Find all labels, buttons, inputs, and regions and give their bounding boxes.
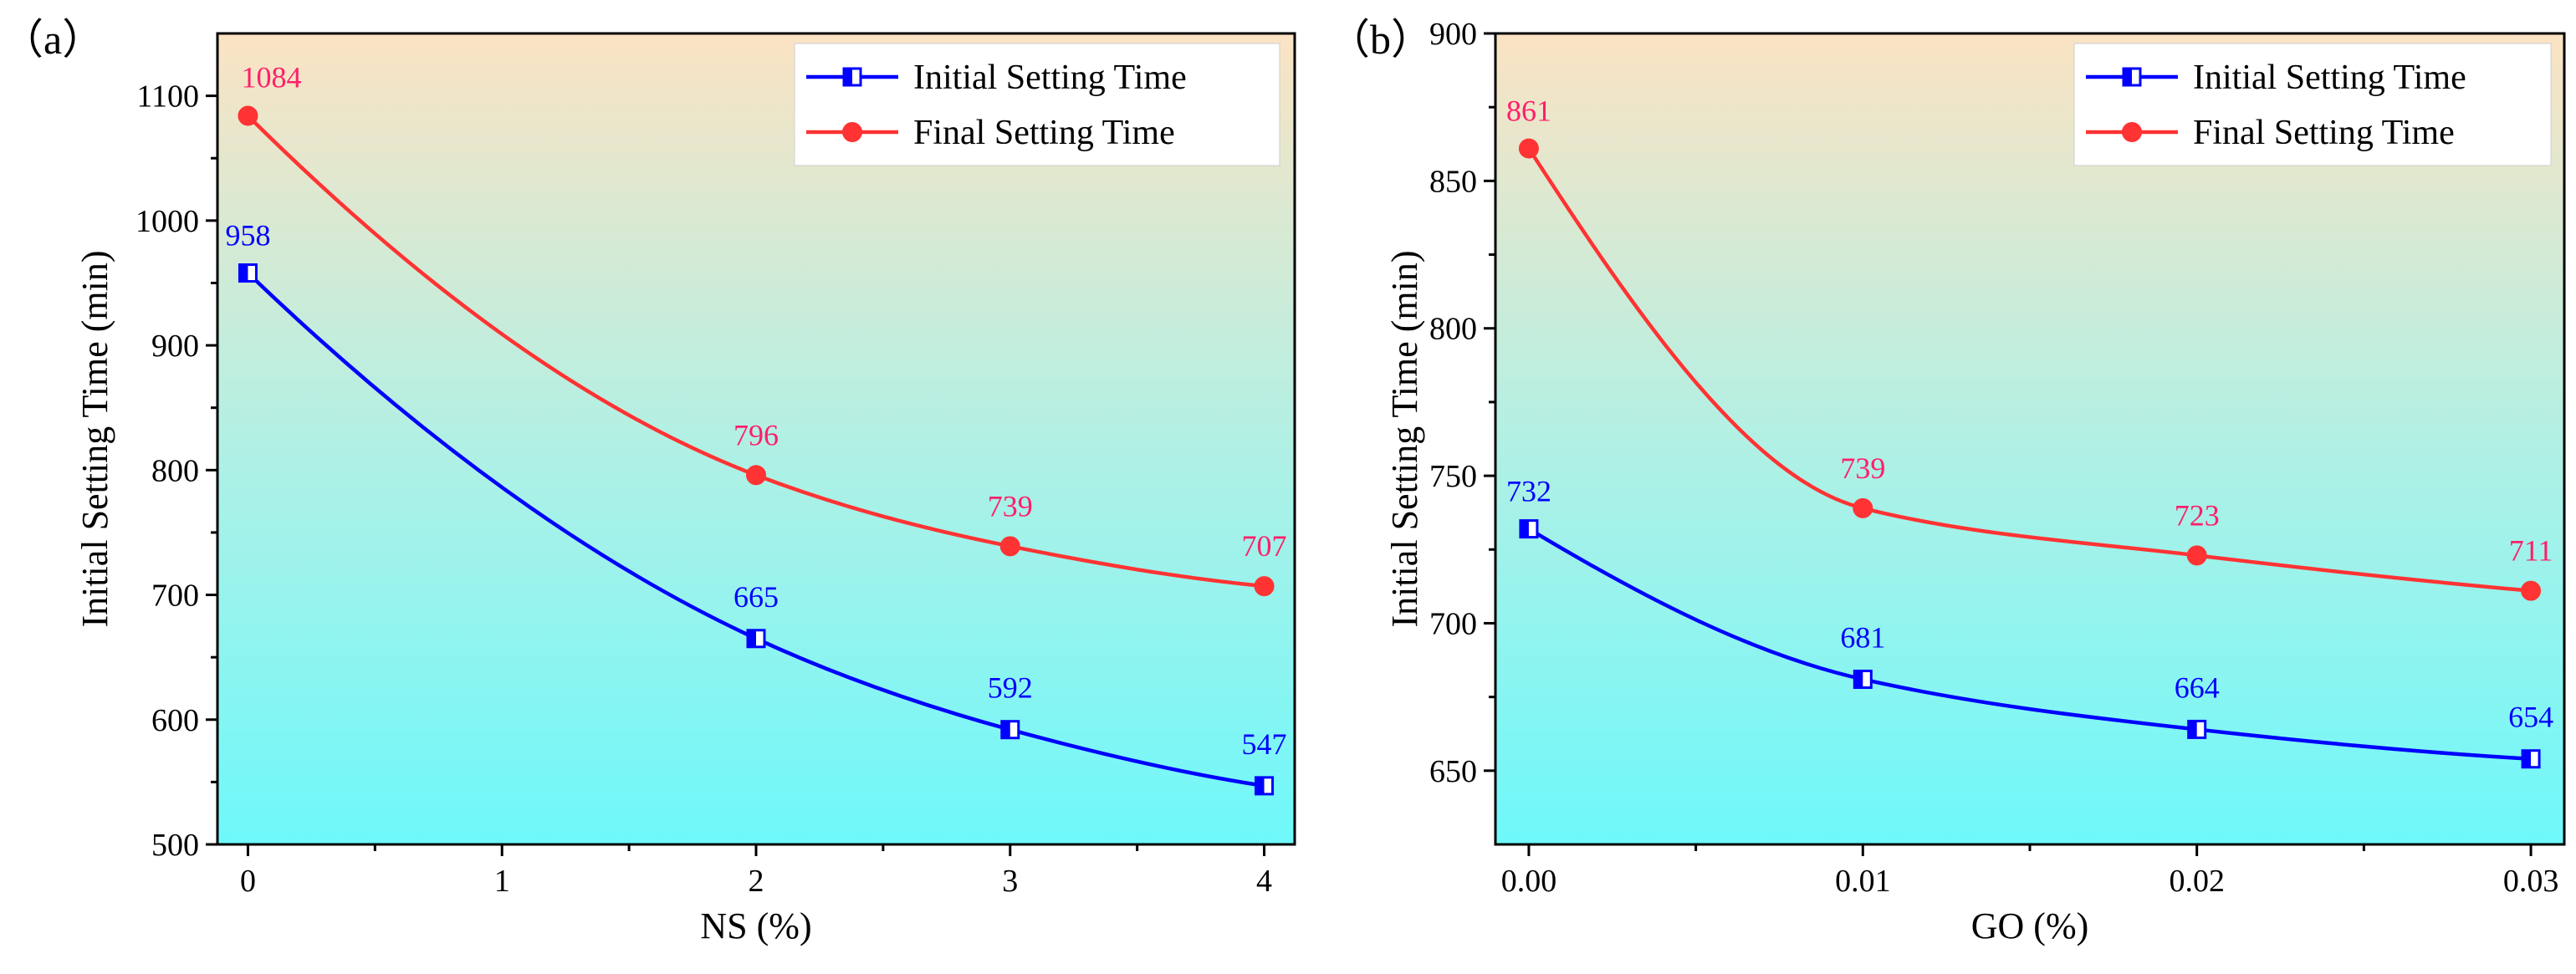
x-tick-label-a: 1: [494, 864, 510, 899]
x-tick-label-b: 0.01: [1835, 864, 1891, 899]
legend-marker-final-b: [2122, 122, 2142, 142]
x-tick-label-a: 0: [240, 864, 256, 899]
data-point-initial-a: [746, 629, 766, 649]
panel-label-a: （a）: [2, 16, 104, 63]
data-point-initial-b-fill: [2522, 750, 2532, 767]
panel-label-b: （b）: [1328, 16, 1433, 63]
data-point-initial-a: [1000, 720, 1020, 740]
data-point-final-a: [999, 536, 1020, 557]
data-label-initial-a: 592: [988, 671, 1033, 705]
data-label-final-b: 861: [1506, 94, 1551, 128]
axes-frame-a: [216, 32, 1296, 846]
data-point-initial-b: [2521, 749, 2541, 769]
data-label-final-a: 739: [988, 489, 1033, 523]
data-label-initial-a: 547: [1242, 727, 1287, 761]
data-point-initial-a-fill: [239, 264, 248, 282]
series-line-final-b: [1527, 147, 2532, 593]
data-point-initial-b: [1519, 519, 1539, 539]
legend-marker-initial-b-fill: [2124, 69, 2132, 85]
legend-label-final-a: Final Setting Time: [913, 114, 1175, 152]
data-point-initial-a-fill: [1001, 721, 1010, 738]
x-tick-label-b: 0.03: [2503, 864, 2559, 899]
y-tick-label-b: 800: [1429, 312, 1477, 347]
y-tick-label-b: 850: [1429, 164, 1477, 199]
series-line-initial-b: [1527, 527, 2532, 761]
y-tick-label-b: 650: [1429, 754, 1477, 789]
data-label-initial-b: 664: [2175, 671, 2220, 704]
y-axis-title-b: Initial Setting Time (min): [1384, 250, 1425, 627]
y-tick-label-a: 500: [151, 828, 199, 863]
x-tick-label-a: 2: [749, 864, 764, 899]
data-point-initial-b: [2187, 719, 2207, 739]
data-label-final-b: 711: [2509, 534, 2553, 568]
data-point-final-b: [2186, 545, 2207, 566]
legend-b: Initial Setting Time Final Setting Time: [2073, 43, 2552, 166]
data-point-initial-a-fill: [1255, 777, 1265, 794]
data-point-final-a: [746, 465, 766, 486]
y-tick-label-a: 800: [151, 453, 199, 488]
y-tick-label-a: 900: [151, 329, 199, 364]
data-point-initial-b-fill: [2188, 721, 2197, 738]
y-tick-label-a: 1100: [136, 79, 199, 115]
y-tick-label-a: 1000: [135, 204, 199, 239]
data-label-final-b: 739: [1840, 451, 1885, 485]
data-point-final-a: [1254, 576, 1275, 597]
series-line-final-a: [246, 114, 1265, 589]
x-tick-label-b: 0.02: [2169, 864, 2225, 899]
y-tick-label-b: 700: [1429, 606, 1477, 641]
legend-label-initial-a: Initial Setting Time: [913, 59, 1187, 97]
chart-panel-a: 0 1 2 3 4 500 600 700 800 900 1000 1100 958 665 592 547…: [2, 16, 1296, 946]
legend-a: Initial Setting Time Final Setting Time: [794, 43, 1280, 166]
data-label-initial-b: 681: [1840, 620, 1885, 654]
data-point-initial-b: [1853, 669, 1873, 689]
legend-marker-initial-a-fill: [844, 69, 852, 85]
legend-box-b: [2073, 43, 2552, 166]
y-tick-label-b: 750: [1429, 459, 1477, 494]
x-tick-label-a: 3: [1002, 864, 1018, 899]
axes-frame-b: [1494, 32, 2566, 846]
data-label-final-a: 796: [733, 418, 779, 451]
series-line-initial-a: [246, 271, 1265, 788]
data-label-final-a: 707: [1242, 529, 1287, 563]
y-tick-label-a: 700: [151, 579, 199, 614]
data-point-initial-b-fill: [1854, 671, 1863, 688]
data-point-final-b: [2521, 580, 2542, 601]
data-point-final-a: [238, 105, 258, 126]
x-axis-title-b: GO (%): [1971, 905, 2089, 946]
data-label-final-b: 723: [2175, 498, 2220, 532]
x-axis-title-a: NS (%): [700, 905, 811, 946]
data-point-initial-b-fill: [1520, 520, 1529, 538]
data-point-initial-a: [238, 263, 258, 283]
legend-marker-final-a: [842, 122, 862, 142]
data-label-initial-b: 732: [1506, 475, 1551, 508]
legend-marker-initial-a: [842, 67, 862, 87]
y-tick-label-b: 900: [1429, 17, 1477, 52]
legend-box-a: [794, 43, 1280, 166]
data-label-final-a: 1084: [241, 60, 301, 94]
y-tick-label-a: 600: [151, 703, 199, 738]
data-point-final-b: [1518, 138, 1539, 159]
data-point-final-b: [1853, 497, 1873, 518]
x-tick-label-a: 4: [1256, 864, 1272, 899]
data-label-initial-b: 654: [2508, 701, 2553, 734]
y-axis-title-a: Initial Setting Time (min): [74, 250, 115, 627]
legend-label-final-b: Final Setting Time: [2193, 114, 2455, 152]
chart-panel-b: 0.00 0.01 0.02 0.03 650 700 750 800 850 900 732 681…: [1328, 16, 2566, 946]
data-label-initial-a: 665: [733, 580, 779, 614]
data-label-initial-a: 958: [225, 219, 270, 252]
plot-area-a: [217, 33, 1295, 844]
legend-marker-initial-b: [2122, 67, 2142, 87]
data-point-initial-a: [1255, 776, 1275, 796]
data-point-initial-a-fill: [748, 630, 756, 647]
x-tick-label-b: 0.00: [1501, 864, 1557, 899]
legend-label-initial-b: Initial Setting Time: [2193, 59, 2466, 97]
